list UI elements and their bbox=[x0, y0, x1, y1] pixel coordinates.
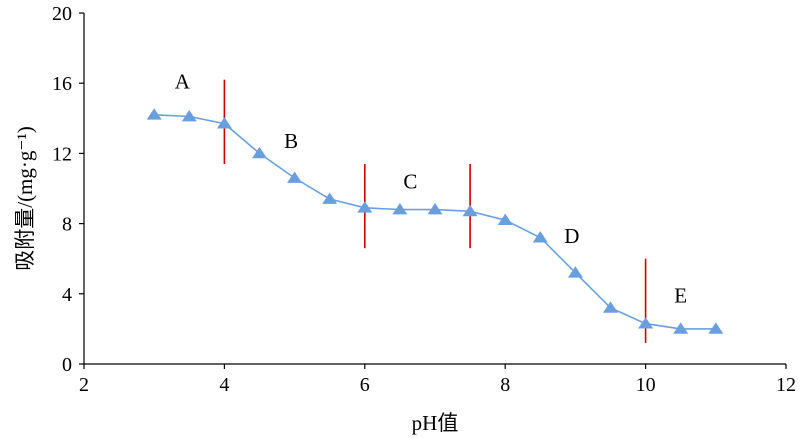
data-point-marker bbox=[287, 171, 303, 183]
data-point-marker bbox=[673, 322, 689, 334]
region-label: D bbox=[564, 224, 579, 248]
data-point-marker bbox=[216, 117, 232, 129]
region-label: B bbox=[284, 129, 298, 153]
data-point-marker bbox=[181, 110, 197, 122]
data-point-marker bbox=[146, 108, 162, 120]
region-label: E bbox=[674, 284, 687, 308]
data-point-marker bbox=[708, 322, 724, 334]
data-point-marker bbox=[567, 266, 583, 278]
y-axis-title: 吸附量/(mg·g⁻¹) bbox=[13, 126, 37, 271]
data-point-marker bbox=[252, 146, 267, 159]
data-point-marker bbox=[603, 301, 618, 313]
x-tick-label: 12 bbox=[776, 374, 796, 396]
series-group bbox=[146, 108, 724, 334]
y-tick-label: 8 bbox=[62, 214, 72, 236]
data-point-marker bbox=[427, 203, 443, 215]
y-tick-label: 4 bbox=[62, 284, 72, 306]
y-tick-label: 12 bbox=[52, 143, 72, 165]
data-point-marker bbox=[497, 213, 513, 225]
region-annotations: A B C D E bbox=[175, 69, 687, 307]
data-point-marker bbox=[462, 204, 478, 217]
x-tick-label: 8 bbox=[500, 374, 510, 396]
x-tick-label: 4 bbox=[219, 374, 229, 396]
region-label: A bbox=[175, 69, 191, 93]
series-line bbox=[154, 114, 716, 330]
x-axis-title: pH值 bbox=[412, 411, 459, 435]
data-point-marker bbox=[322, 192, 338, 204]
y-tick-label: 20 bbox=[52, 3, 72, 25]
data-point-marker bbox=[392, 203, 408, 215]
x-tick-label: 10 bbox=[636, 374, 656, 396]
region-label: C bbox=[403, 170, 417, 194]
data-point-marker bbox=[532, 231, 548, 243]
y-tick-label: 16 bbox=[52, 73, 72, 95]
y-tick-label: 0 bbox=[62, 354, 72, 376]
data-point-marker bbox=[638, 317, 654, 329]
x-tick-label: 6 bbox=[360, 374, 370, 396]
axes bbox=[83, 13, 786, 365]
data-point-marker bbox=[357, 201, 373, 213]
x-tick-label: 2 bbox=[79, 374, 89, 396]
